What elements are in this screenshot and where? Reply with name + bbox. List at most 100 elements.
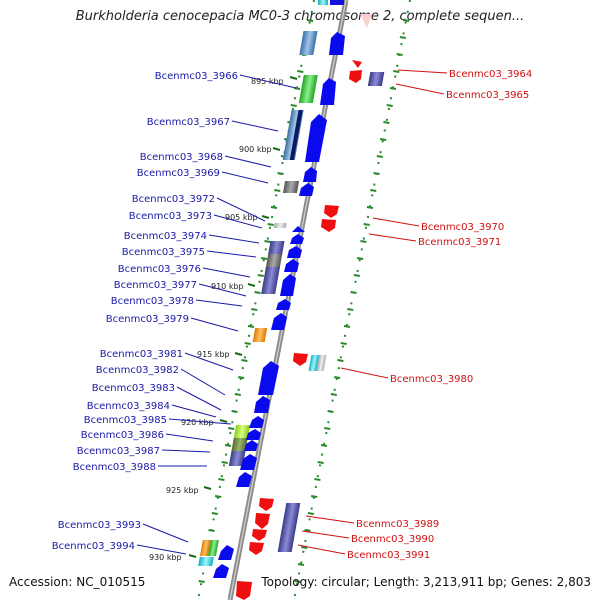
forward-gene-arrow [284, 259, 299, 272]
leader-line [198, 283, 247, 297]
left-track-tick [231, 410, 238, 413]
leader-line [171, 404, 217, 418]
scale-label: 930 kbp [149, 553, 182, 562]
scale-label: 925 kbp [166, 486, 199, 495]
gene-label[interactable]: Bcenmc03_3967 [147, 117, 230, 128]
gene-label[interactable]: Bcenmc03_3989 [356, 519, 439, 530]
gene-label[interactable]: Bcenmc03_3985 [84, 415, 167, 426]
reverse-strand-genes [236, 14, 385, 600]
reverse-gene-arrow [259, 498, 274, 511]
left-track-tick [211, 512, 218, 515]
forward-gene-arrow [254, 396, 270, 413]
right-track-tick [393, 70, 400, 73]
left-track-tick [297, 70, 304, 73]
scale-label: 920 kbp [181, 418, 214, 427]
forward-gene-arrow [287, 246, 302, 258]
gene-label[interactable]: Bcenmc03_3966 [155, 71, 238, 82]
right-track-tick [301, 546, 308, 549]
reverse-gene-arrow [252, 529, 267, 541]
right-track-tick [330, 393, 337, 396]
forward-gene-arrow [249, 416, 264, 428]
gene-label[interactable]: Bcenmc03_3990 [351, 534, 434, 545]
gene-label[interactable]: Bcenmc03_3965 [446, 90, 529, 101]
leader-line [206, 250, 257, 258]
forward-gene-arrow [320, 78, 336, 105]
gene-label[interactable]: Bcenmc03_3994 [52, 541, 135, 552]
gene-label[interactable]: Bcenmc03_3979 [106, 314, 189, 325]
forward-gene-arrow [292, 226, 305, 232]
right-track-tick [389, 87, 397, 90]
gene-label[interactable]: Bcenmc03_3969 [137, 168, 220, 179]
right-track-tick [396, 53, 403, 56]
right-track-tick [317, 461, 324, 464]
right-track-tick [294, 580, 301, 583]
left-track-tick [224, 444, 232, 447]
leader-line [221, 171, 269, 184]
gene-label[interactable]: Bcenmc03_3970 [421, 222, 504, 233]
leader-line [395, 83, 445, 95]
gene-label[interactable]: Bcenmc03_3984 [87, 401, 170, 412]
gene-block [252, 328, 268, 342]
leader-line [216, 197, 266, 222]
leader-line [305, 515, 355, 524]
gene-label[interactable]: Bcenmc03_3982 [96, 365, 179, 376]
gene-label[interactable]: Bcenmc03_3975 [122, 247, 205, 258]
right-track-tick [402, 19, 410, 22]
forward-gene-arrow [258, 361, 279, 395]
scale-ticks [188, 76, 298, 558]
reverse-gene-arrow [293, 353, 308, 366]
gene-label[interactable]: Bcenmc03_3972 [132, 194, 215, 205]
gene-label[interactable]: Bcenmc03_3968 [140, 152, 223, 163]
forward-gene-arrow [280, 274, 296, 296]
gene-label[interactable]: Bcenmc03_3993 [58, 520, 141, 531]
gene-block [231, 438, 248, 452]
gene-label[interactable]: Bcenmc03_3976 [118, 264, 201, 275]
gene-label[interactable]: Bcenmc03_3986 [81, 430, 164, 441]
gene-label[interactable]: Bcenmc03_3991 [347, 550, 430, 561]
left-track-tick [274, 189, 281, 192]
left-track-tick [208, 529, 215, 532]
left-track-tick [290, 104, 297, 107]
gene-block [233, 425, 251, 439]
gene-block [199, 540, 211, 556]
gene-block [299, 31, 318, 55]
left-track-tick [260, 257, 268, 260]
leader-line [368, 233, 417, 242]
gene-block [261, 267, 280, 294]
gene-block [273, 223, 287, 228]
leader-line [180, 368, 226, 396]
gene-label[interactable]: Bcenmc03_3977 [114, 280, 197, 291]
gene-block [316, 355, 327, 371]
forward-gene-arrow [329, 32, 345, 55]
gene-label[interactable]: Bcenmc03_3971 [418, 237, 501, 248]
scale-label: 900 kbp [239, 145, 272, 154]
leader-line [190, 317, 239, 332]
right-track-tick [386, 104, 393, 107]
leader-line [168, 418, 232, 425]
leader-line [195, 299, 243, 307]
gene-label[interactable]: Bcenmc03_3980 [390, 374, 473, 385]
gene-block [228, 451, 246, 466]
gene-label[interactable]: Bcenmc03_3983 [92, 383, 175, 394]
leader-line [161, 449, 211, 453]
right-track-tick [366, 206, 374, 209]
gene-block [282, 181, 300, 193]
right-track-tick [350, 291, 357, 294]
leader-line [165, 433, 214, 442]
forward-gene-arrow [305, 114, 327, 162]
leader-line [397, 69, 448, 74]
left-track-tick [267, 223, 274, 226]
gene-label[interactable]: Bcenmc03_3981 [100, 349, 183, 360]
leader-line [176, 386, 222, 411]
gene-label[interactable]: Bcenmc03_3964 [449, 69, 532, 80]
gene-label[interactable]: Bcenmc03_3987 [77, 446, 160, 457]
gene-label[interactable]: Bcenmc03_3988 [73, 462, 156, 473]
left-track-tick [254, 291, 261, 294]
gene-label[interactable]: Bcenmc03_3974 [124, 231, 207, 242]
track-tick-marks [198, 19, 410, 583]
forward-gene-arrow [244, 440, 258, 451]
gene-label[interactable]: Bcenmc03_3978 [111, 296, 194, 307]
leader-line [340, 367, 389, 379]
right-track-tick [343, 325, 351, 328]
gene-label[interactable]: Bcenmc03_3973 [129, 211, 212, 222]
